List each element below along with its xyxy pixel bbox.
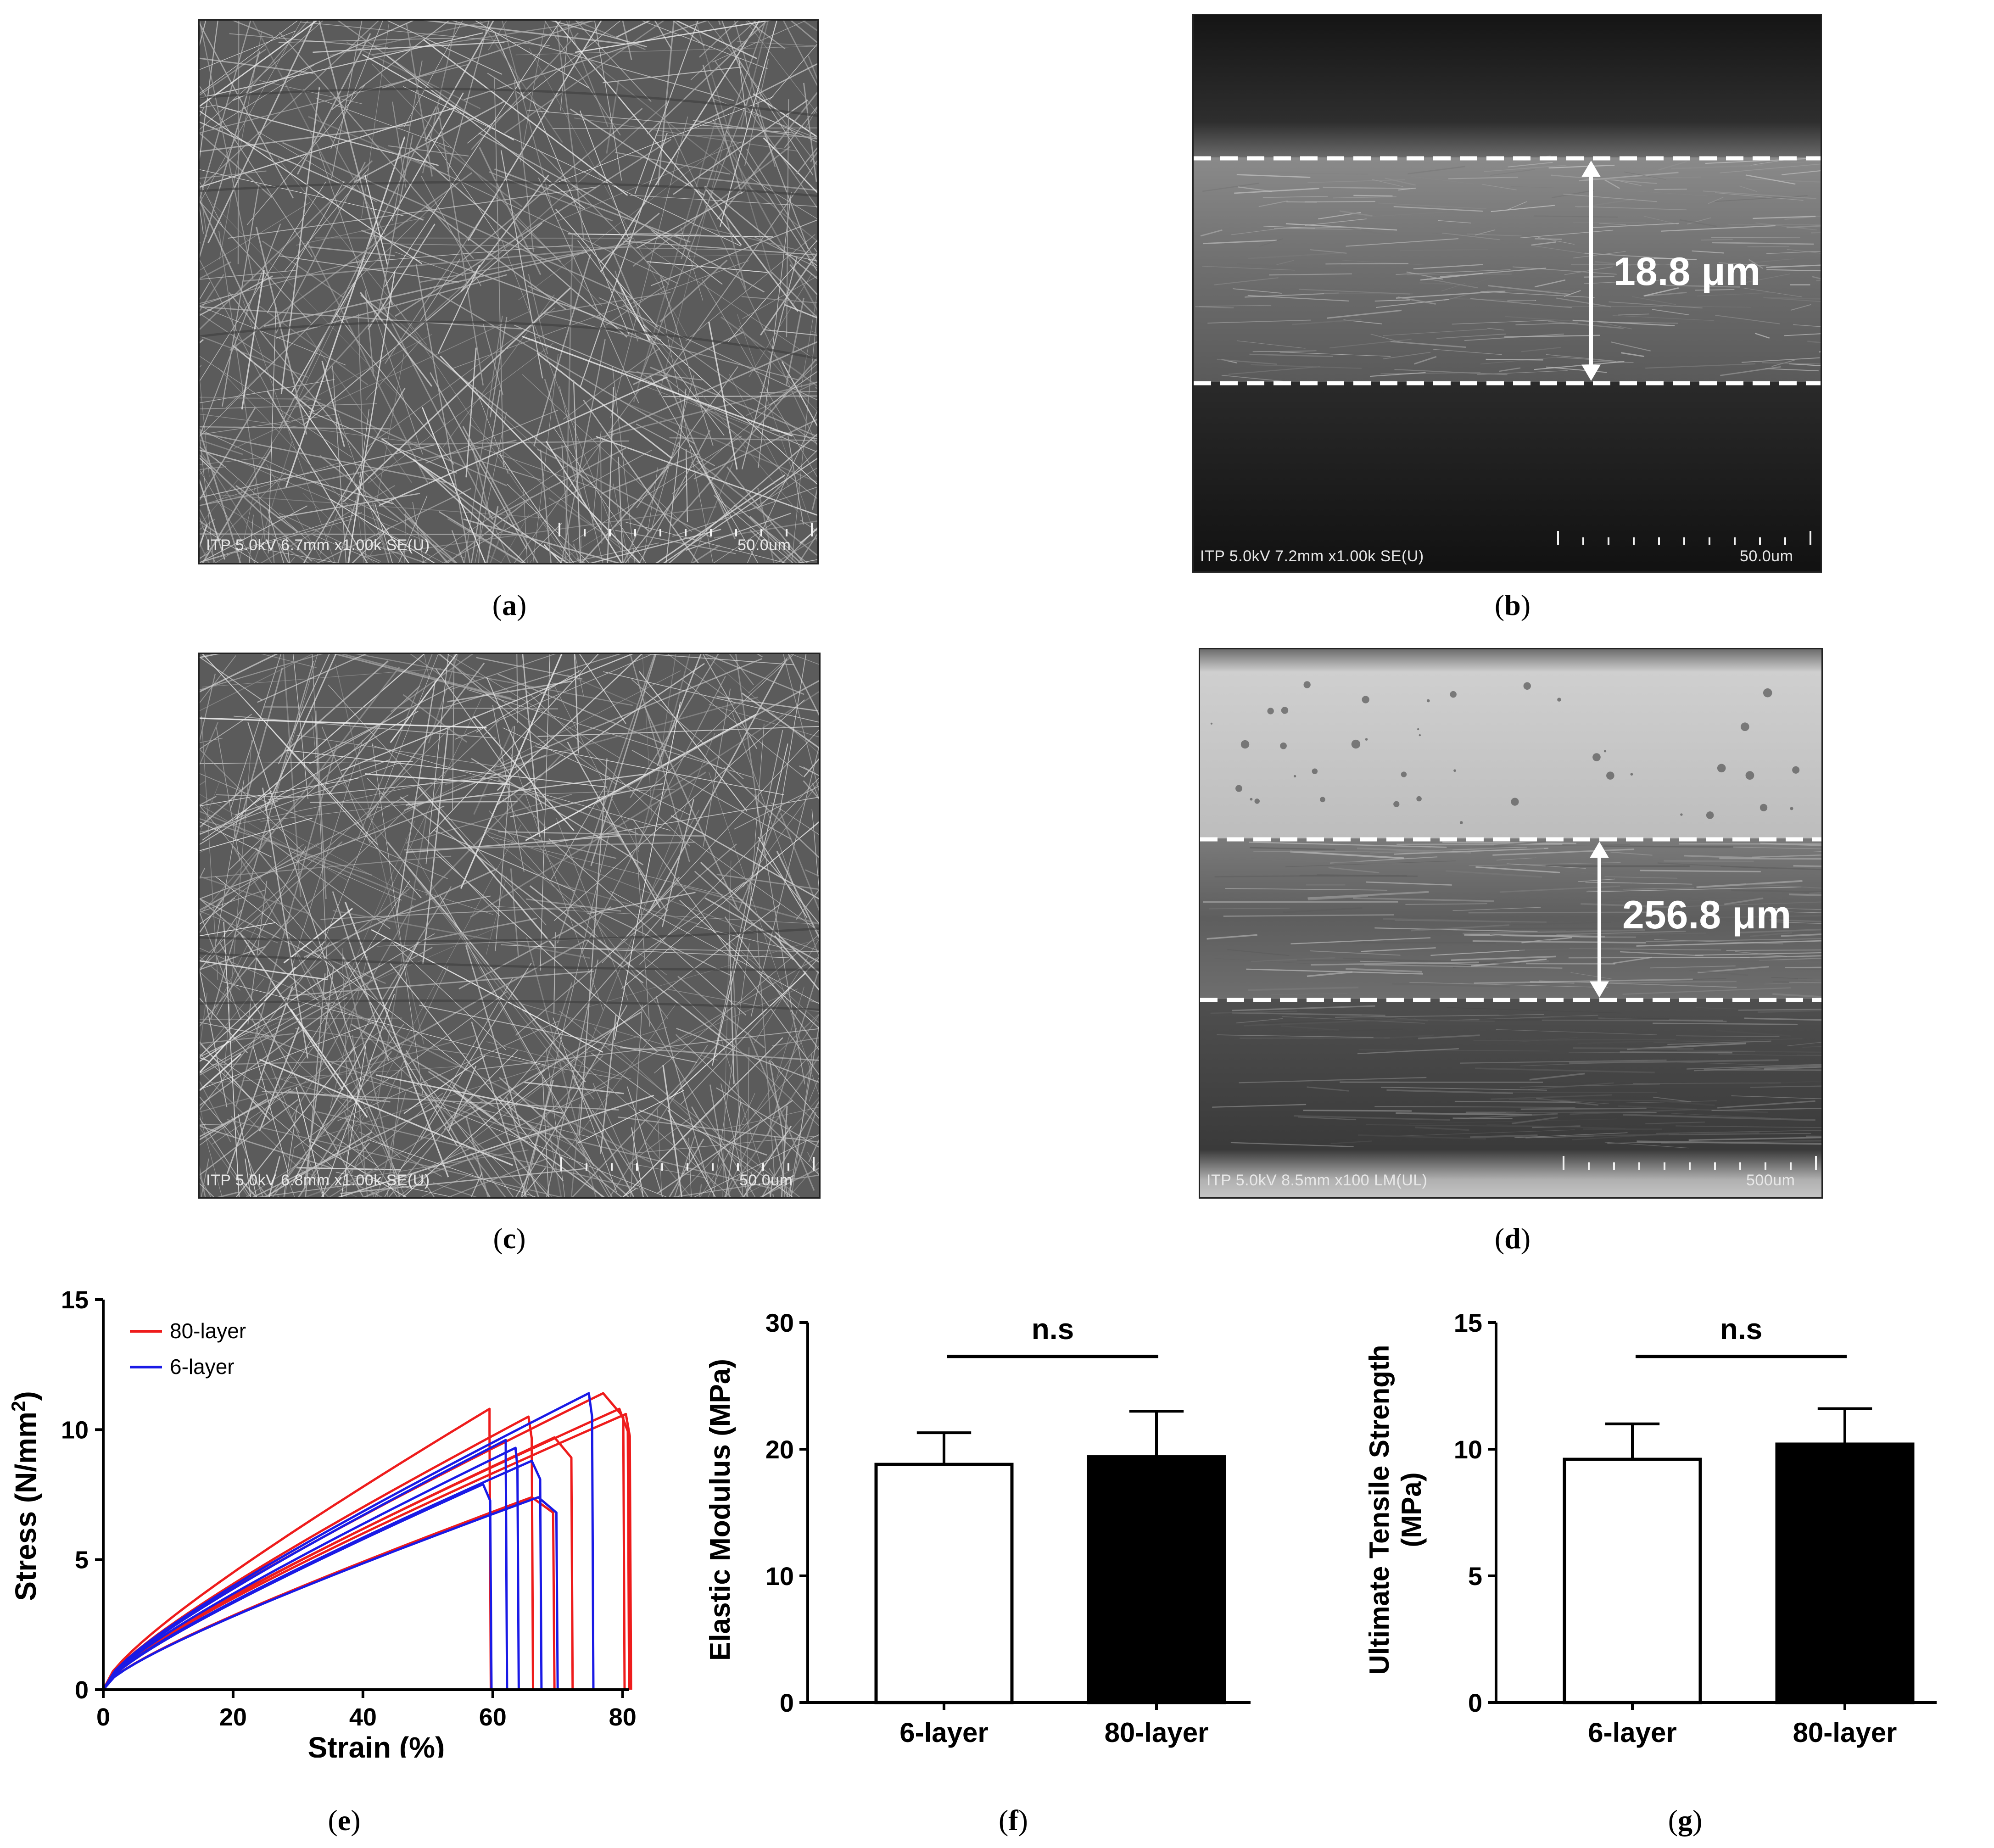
y-tick-label: 30 [765, 1308, 794, 1337]
sem-image-d: 256.8 μm ITP 5.0kV 8.5mm x100 LM(UL) 500… [1199, 648, 1823, 1199]
stress-strain-chart: 0 20 40 60 80 0 5 10 15 Strain (%) Stress (N/mm2… [7, 1286, 637, 1758]
significance-label: n.s [1720, 1312, 1762, 1346]
scale-ticks [1563, 1156, 1817, 1170]
caption-g: (g) [1668, 1804, 1703, 1837]
bar-80-layer [1087, 1455, 1226, 1704]
thickness-label: 18.8 μm [1614, 250, 1761, 294]
stress-strain-curve [102, 1392, 626, 1691]
caption-e: (e) [328, 1804, 361, 1837]
x-tick-label: 40 [349, 1703, 377, 1731]
sem-info-label: ITP 5.0kV 8.5mm x100 LM(UL) [1206, 1172, 1428, 1189]
tick-labels: 0 5 10 15 6-layer 80-layer [1454, 1308, 1897, 1748]
elastic-modulus-chart: 0 10 20 30 6-layer 80-layer Elastic Modulus (… [704, 1308, 1251, 1748]
sem-info-label: ITP 5.0kV 6.7mm x1.00k SE(U) [206, 536, 430, 554]
scale-bar-label: 50.0um [737, 536, 791, 554]
scale-ticks [1557, 531, 1811, 545]
stress-strain-curve [102, 1459, 543, 1691]
layer-texture [1203, 681, 1821, 1149]
stress-strain-curve [102, 1436, 574, 1691]
curves [102, 1392, 632, 1691]
axes [1488, 1321, 1937, 1710]
bars [1563, 1407, 1915, 1704]
axes [95, 1298, 629, 1698]
stress-strain-curve [102, 1446, 520, 1691]
sem-info-label: ITP 5.0kV 6.8mm x1.00k SE(U) [206, 1172, 430, 1189]
sem-image-a: ITP 5.0kV 6.7mm x1.00k SE(U) 50.0um [198, 19, 819, 564]
scale-ticks [559, 523, 813, 536]
y-axis-label: Elastic Modulus (MPa) [704, 1359, 736, 1661]
tick-labels: 0 10 20 30 6-layer 80-layer [765, 1308, 1209, 1748]
y-axis-label-line2: (MPa) [1396, 1472, 1427, 1547]
y-tick-label: 15 [61, 1286, 89, 1314]
stress-strain-curve [102, 1415, 534, 1691]
sem-image-c: ITP 5.0kV 6.8mm x1.00k SE(U) 50.0um [198, 653, 821, 1199]
scale-bar-label: 500um [1746, 1172, 1795, 1189]
bar-6-layer [874, 1463, 1014, 1704]
y-tick-label: 5 [75, 1547, 89, 1574]
x-tick-label: 80-layer [1105, 1717, 1209, 1748]
ultimate-tensile-strength-chart: 0 5 10 15 6-layer 80-layer Ultimate Tensile S… [1364, 1308, 1937, 1748]
y-tick-label: 0 [75, 1676, 89, 1704]
stress-strain-curve [102, 1392, 595, 1691]
x-tick-label: 0 [96, 1703, 110, 1731]
legend: 80-layer 6-layer [130, 1319, 246, 1379]
y-tick-label: 0 [1468, 1688, 1482, 1717]
scale-bar-label: 50.0um [1740, 547, 1793, 565]
tick-labels: 0 20 40 60 80 0 5 10 15 [61, 1286, 637, 1731]
thickness-arrow [1581, 161, 1601, 381]
y-tick-label: 10 [1454, 1435, 1482, 1464]
caption-f: (f) [999, 1804, 1028, 1837]
x-axis-label: Strain (%) [308, 1731, 445, 1758]
x-tick-label: 6-layer [899, 1717, 988, 1748]
y-tick-label: 5 [1468, 1562, 1482, 1591]
axes [799, 1321, 1251, 1710]
x-tick-label: 60 [479, 1703, 507, 1731]
sem-info-label: ITP 5.0kV 7.2mm x1.00k SE(U) [1200, 547, 1424, 565]
cross-section [1200, 649, 1821, 1197]
sem-image-b: 18.8 μm ITP 5.0kV 7.2mm x1.00k SE(U) 50.… [1192, 14, 1822, 573]
x-tick-label: 6-layer [1588, 1717, 1676, 1748]
thickness-arrow [1590, 842, 1609, 998]
fiber-texture [200, 21, 817, 563]
fiber-texture [1195, 155, 1821, 382]
legend-6-layer: 6-layer [170, 1355, 235, 1379]
bar-6-layer [1563, 1457, 1702, 1704]
y-axis-label: Stress (N/mm2) [7, 1391, 42, 1601]
y-axis-label-line1: Ultimate Tensile Strength [1364, 1345, 1395, 1675]
y-tick-label: 0 [780, 1688, 794, 1717]
fiber-texture [200, 654, 819, 1197]
stress-strain-curve [102, 1413, 632, 1691]
scale-ticks [560, 1157, 815, 1171]
x-tick-label: 80 [609, 1703, 637, 1731]
y-tick-label: 10 [765, 1562, 794, 1591]
stress-strain-curve [102, 1483, 493, 1691]
thickness-label: 256.8 μm [1622, 893, 1792, 937]
stress-strain-curve [102, 1496, 559, 1691]
bars [874, 1410, 1226, 1704]
x-tick-label: 80-layer [1793, 1717, 1897, 1748]
caption-a: (a) [492, 589, 527, 621]
y-tick-label: 15 [1454, 1308, 1482, 1337]
stress-strain-curve [102, 1407, 492, 1691]
stress-strain-curve [102, 1439, 508, 1691]
x-tick-label: 20 [219, 1703, 247, 1731]
caption-b: (b) [1494, 589, 1531, 621]
caption-d: (d) [1494, 1222, 1531, 1255]
cross-section [1194, 15, 1821, 571]
y-tick-label: 20 [765, 1435, 794, 1464]
scale-bar-label: 50.0um [739, 1172, 793, 1189]
significance-label: n.s [1032, 1312, 1074, 1346]
legend-80-layer: 80-layer [170, 1319, 246, 1343]
caption-c: (c) [493, 1222, 526, 1255]
y-tick-label: 10 [61, 1416, 89, 1444]
bar-80-layer [1775, 1442, 1915, 1704]
stress-strain-curve [102, 1407, 631, 1691]
